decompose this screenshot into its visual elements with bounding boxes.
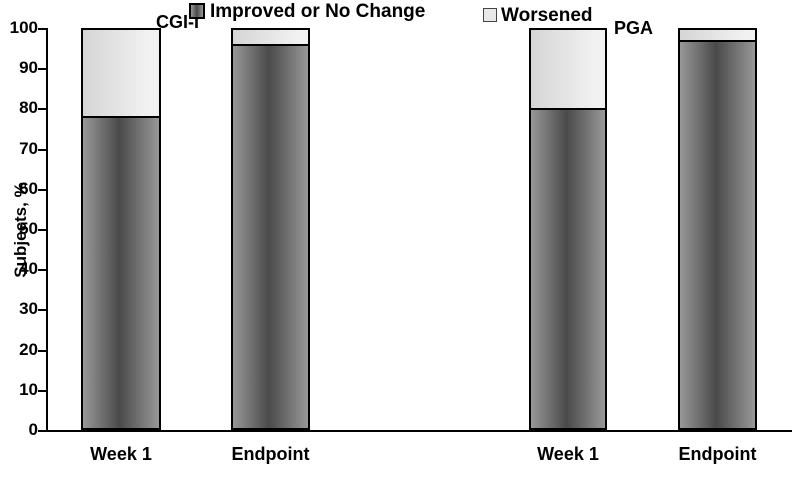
x-category-label: Week 1 — [537, 444, 599, 464]
y-tick-label: 90 — [19, 58, 38, 78]
y-tick-label: 60 — [19, 178, 38, 198]
y-tick — [38, 389, 46, 392]
bar-segment-worsened — [231, 28, 310, 45]
x-category-label: Endpoint — [678, 444, 757, 464]
y-tick-label: 40 — [19, 259, 38, 279]
y-tick — [38, 349, 46, 352]
y-tick-label: 30 — [19, 299, 38, 319]
bar-segment-improved — [678, 40, 757, 430]
y-tick — [38, 148, 46, 151]
legend-label-improved: Improved or No Change — [210, 1, 426, 22]
y-tick — [38, 188, 46, 191]
legend-swatch-improved-icon — [189, 3, 205, 19]
y-axis-title: Subjects, % — [11, 182, 30, 278]
group-label-cgi-i: CGI-I — [156, 12, 199, 32]
legend-label-worsened: Worsened — [501, 5, 593, 26]
bar-segment-improved — [529, 108, 607, 430]
y-tick — [38, 309, 46, 312]
x-category-label: Week 1 — [90, 444, 152, 464]
bar-segment-worsened — [81, 28, 161, 117]
bar-segment-improved — [231, 44, 310, 430]
y-tick-label: 10 — [19, 379, 38, 399]
legend-swatch-worsened-icon — [483, 8, 497, 22]
y-tick-label: 50 — [19, 219, 38, 238]
y-tick — [38, 229, 46, 231]
x-category-label: Endpoint — [231, 444, 310, 464]
y-tick-label: 0 — [28, 420, 38, 439]
y-tick-label: 100 — [9, 18, 38, 37]
y-tick — [38, 269, 46, 272]
x-axis-line — [38, 430, 792, 432]
y-tick — [38, 68, 46, 71]
y-axis-line — [46, 28, 48, 432]
y-tick-label: 80 — [19, 98, 38, 118]
group-label-pga: PGA — [614, 18, 654, 38]
bar-segment-worsened — [529, 28, 607, 109]
y-tick-label: 70 — [19, 138, 38, 158]
y-tick — [38, 108, 46, 111]
y-tick-label: 20 — [19, 339, 38, 359]
y-tick — [38, 28, 46, 30]
bar-segment-worsened — [678, 28, 757, 41]
bar-segment-improved — [81, 116, 161, 430]
